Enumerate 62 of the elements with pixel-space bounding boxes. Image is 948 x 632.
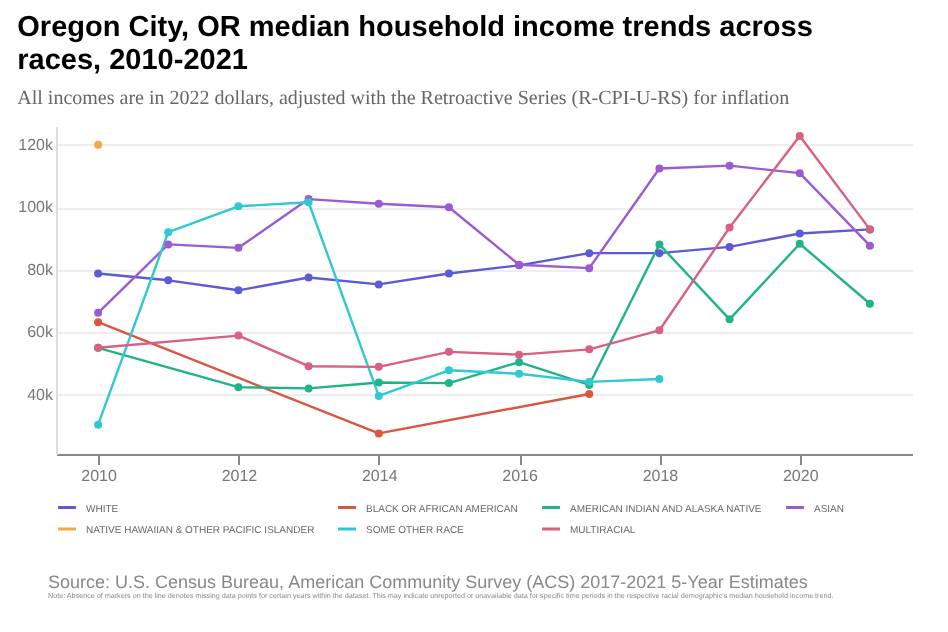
point xyxy=(94,420,103,429)
point xyxy=(725,315,734,324)
point xyxy=(865,299,874,308)
point xyxy=(515,350,524,359)
point xyxy=(374,391,383,400)
point xyxy=(515,358,524,367)
y-tick-label: 80k xyxy=(27,260,55,279)
y-tick-label: 40k xyxy=(27,385,55,404)
chart-title: Oregon City, OR median household income trends across races, 2010-2021 xyxy=(17,12,813,77)
point xyxy=(655,164,664,173)
point xyxy=(94,318,103,327)
x-tick-label: 2020 xyxy=(782,467,820,485)
point xyxy=(655,326,664,335)
point xyxy=(444,347,453,356)
point xyxy=(795,169,804,178)
x-tick-label: 2010 xyxy=(81,467,118,485)
point xyxy=(444,379,453,388)
point xyxy=(164,228,173,237)
point xyxy=(444,366,453,375)
point xyxy=(304,384,313,393)
point xyxy=(94,269,103,278)
point xyxy=(795,239,804,248)
point xyxy=(725,242,734,251)
point xyxy=(374,378,383,387)
y-tick-label: 60k xyxy=(27,323,55,342)
point xyxy=(585,390,594,399)
chart-subtitle: All incomes are in 2022 dollars, adjusted with the Retroactive Series (R-CPI-U-RS) for inflation xyxy=(17,88,790,110)
x-tick-label: 2012 xyxy=(221,467,259,485)
point xyxy=(374,362,383,371)
point xyxy=(725,161,734,170)
point xyxy=(234,243,243,252)
point xyxy=(444,203,453,212)
point xyxy=(374,429,383,438)
point xyxy=(585,249,594,258)
point xyxy=(94,308,103,317)
source-note: Source: U.S. Census Bureau, American Community Survey (ACS) 2017-2021 5-Year Estimates xyxy=(48,572,810,592)
point xyxy=(655,249,664,258)
point xyxy=(374,280,383,289)
point xyxy=(444,269,453,278)
point xyxy=(585,264,594,273)
point xyxy=(304,273,313,282)
point xyxy=(725,223,734,232)
point xyxy=(234,202,243,211)
point xyxy=(164,276,173,285)
point xyxy=(234,286,243,295)
point xyxy=(164,240,173,249)
point xyxy=(234,331,243,340)
y-tick-label: 100k xyxy=(18,198,55,217)
point xyxy=(865,241,874,250)
point xyxy=(795,132,804,140)
point xyxy=(374,199,383,208)
point xyxy=(655,375,664,384)
point xyxy=(304,362,313,371)
point xyxy=(655,240,664,249)
point xyxy=(234,383,243,392)
point xyxy=(515,369,524,378)
x-tick-label: 2018 xyxy=(642,467,680,485)
point xyxy=(585,345,594,354)
x-tick-label: 2014 xyxy=(361,467,399,485)
x-tick-label: 2016 xyxy=(502,467,539,485)
y-tick-label: 120k xyxy=(18,135,55,154)
point xyxy=(795,229,804,238)
